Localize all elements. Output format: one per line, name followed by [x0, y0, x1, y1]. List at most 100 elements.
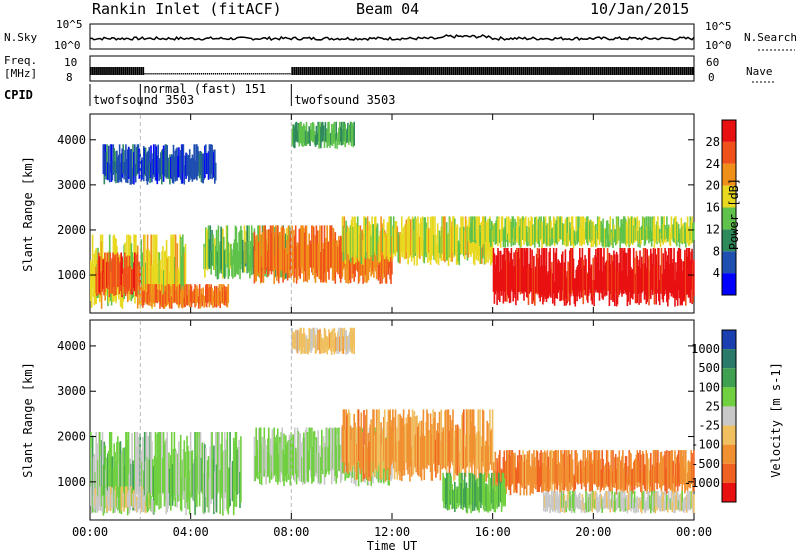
heat-cell [532, 224, 534, 245]
heat-cell [678, 495, 681, 512]
heat-cell [351, 216, 354, 253]
heat-cell [361, 229, 363, 257]
heat-cell [623, 216, 625, 244]
heat-cell [305, 121, 308, 146]
heat-cell [550, 220, 552, 239]
heat-cell [302, 225, 304, 269]
heat-cell [485, 235, 488, 263]
heat-cell [380, 216, 382, 257]
heat-cell [314, 235, 317, 283]
heat-cell [496, 255, 498, 305]
heat-cell [311, 129, 313, 141]
heat-cell [682, 501, 684, 512]
heat-cell [304, 130, 307, 146]
heat-cell [550, 494, 552, 511]
heat-cell [655, 224, 657, 240]
heat-cell [188, 289, 191, 307]
heat-cell [596, 459, 599, 490]
heat-cell [458, 242, 461, 266]
freq-bar [488, 67, 491, 75]
freq-bar [253, 73, 255, 75]
heat-cell [375, 227, 378, 256]
heat-cell [629, 218, 631, 246]
heat-cell [561, 491, 564, 512]
heat-cell [176, 147, 178, 181]
heat-cell [293, 229, 295, 283]
heat-cell [548, 216, 550, 245]
freq-bar [627, 67, 630, 75]
heat-cell [681, 270, 683, 306]
heat-cell [540, 450, 542, 485]
heat-cell [186, 435, 188, 503]
freq-bar [442, 67, 445, 75]
heat-cell [143, 432, 146, 503]
heat-cell [129, 266, 132, 295]
heat-cell [674, 450, 676, 493]
heat-cell [684, 222, 686, 244]
heat-cell [558, 260, 560, 291]
heat-cell [611, 232, 613, 246]
heat-cell [333, 327, 336, 355]
heat-cell [439, 440, 442, 481]
heat-cell [412, 416, 415, 475]
heat-cell [454, 438, 456, 480]
heat-cell [266, 452, 268, 478]
heat-cell [122, 273, 124, 296]
heat-cell [267, 250, 269, 277]
heat-cell [641, 472, 643, 495]
heat-cell [465, 409, 468, 468]
heat-cell [552, 248, 555, 294]
heat-cell [147, 435, 150, 497]
heat-cell [442, 427, 444, 467]
heat-cell [688, 462, 691, 488]
heat-cell [312, 327, 315, 348]
freq-bar [579, 67, 582, 75]
heat-cell [340, 121, 343, 146]
heat-cell [299, 228, 301, 279]
heat-cell [433, 235, 435, 260]
heat-cell [692, 264, 694, 303]
freq-bar [687, 67, 690, 75]
heat-cell [451, 484, 453, 510]
heat-cell [534, 457, 536, 484]
heat-cell [571, 490, 574, 508]
heat-cell [519, 248, 522, 295]
heat-cell [503, 248, 506, 292]
heat-cell [645, 216, 648, 241]
freq-bar [150, 73, 152, 75]
heat-cell [445, 478, 447, 509]
heat-cell [604, 265, 606, 297]
freq-bar [349, 67, 352, 75]
heat-cell [585, 222, 587, 240]
heat-cell [484, 216, 487, 242]
heat-cell [232, 255, 234, 279]
heat-cell [448, 430, 451, 474]
velocity-ylabel: Slant Range [km] [21, 362, 35, 478]
heat-cell [162, 145, 165, 182]
heat-cell [115, 486, 117, 507]
heat-cell [126, 494, 129, 507]
heat-cell [531, 453, 533, 494]
heat-cell [495, 255, 497, 292]
heat-cell [401, 216, 403, 252]
heat-cell [336, 137, 338, 149]
heat-cell [411, 216, 414, 255]
heat-cell [216, 251, 219, 280]
heat-cell [570, 496, 572, 509]
heat-cell [665, 251, 667, 295]
heat-cell [522, 450, 524, 484]
freq-bar [557, 67, 559, 75]
heat-cell [562, 493, 565, 508]
heat-cell [457, 487, 460, 508]
heat-cell [318, 452, 320, 483]
heat-cell [428, 430, 430, 466]
heat-cell [636, 255, 639, 303]
heat-cell [359, 233, 362, 263]
heat-cell [630, 216, 632, 243]
heat-cell [348, 334, 350, 350]
heat-cell [393, 431, 396, 480]
heat-cell [407, 217, 409, 265]
heat-cell [615, 468, 618, 495]
heat-cell [176, 286, 178, 305]
